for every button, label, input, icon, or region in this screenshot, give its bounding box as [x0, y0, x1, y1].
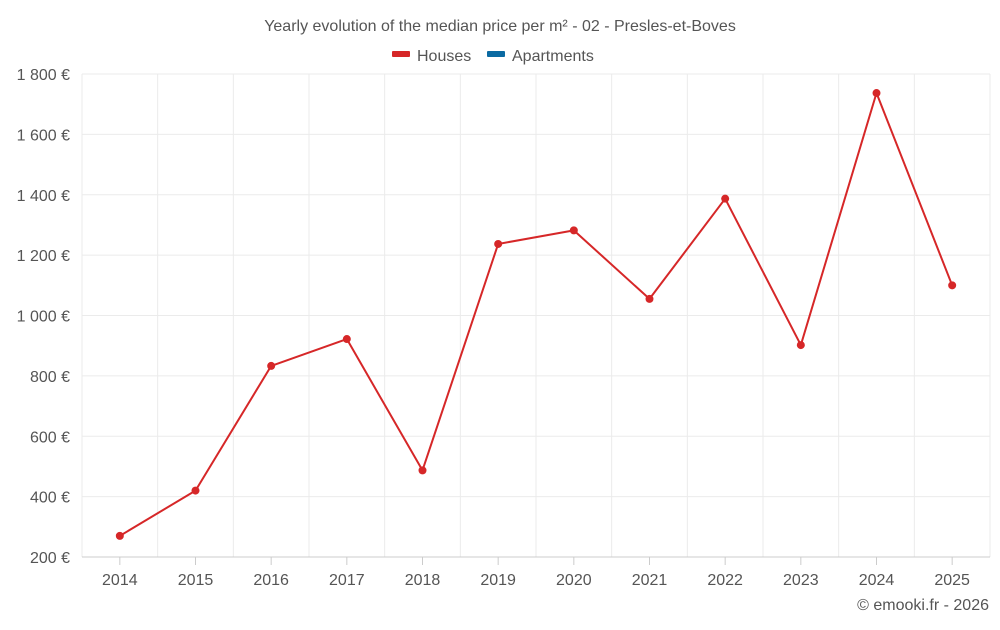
data-point-houses-2023[interactable]: [796, 341, 805, 350]
x-tick-label: 2021: [632, 572, 668, 589]
y-tick-label: 1 200 €: [17, 248, 70, 265]
x-tick-label: 2022: [707, 572, 743, 589]
data-point-houses-2025[interactable]: [948, 281, 957, 290]
y-tick-label: 400 €: [30, 490, 70, 507]
y-axis-labels: 200 € 400 € 600 € 800 € 1 000 € 1 200 € 1 400 …: [17, 67, 70, 567]
x-tick-label: 2023: [783, 572, 819, 589]
y-tick-label: 600 €: [30, 429, 70, 446]
legend-swatch-houses: [392, 51, 410, 57]
legend-item-apartments[interactable]: Apartments: [487, 48, 594, 65]
x-tick-label: 2017: [329, 572, 365, 589]
data-point-houses-2014[interactable]: [115, 531, 124, 540]
data-point-houses-2024[interactable]: [872, 89, 881, 98]
data-point-houses-2015[interactable]: [191, 486, 200, 495]
chart-title: Yearly evolution of the median price per…: [264, 18, 736, 35]
y-tick-label: 1 000 €: [17, 309, 70, 326]
data-point-houses-2021[interactable]: [645, 294, 654, 303]
legend: Houses Apartments: [392, 48, 594, 65]
x-tick-label: 2024: [859, 572, 895, 589]
series-layer: [115, 89, 957, 540]
x-tick-label: 2014: [102, 572, 138, 589]
legend-label-houses: Houses: [417, 48, 471, 65]
x-tick-label: 2025: [934, 572, 970, 589]
data-point-houses-2017[interactable]: [342, 335, 351, 344]
data-point-houses-2016[interactable]: [267, 361, 276, 370]
y-tick-label: 800 €: [30, 369, 70, 386]
data-point-houses-2018[interactable]: [418, 466, 427, 475]
data-point-houses-2022[interactable]: [721, 194, 730, 203]
x-gridlines: [81, 74, 991, 557]
legend-swatch-apartments: [487, 51, 505, 57]
x-tick-label: 2018: [405, 572, 441, 589]
x-axis-labels: 2014 2015 2016 2017 2018 2019 2020 2021 2022 2023…: [102, 557, 970, 589]
x-tick-label: 2020: [556, 572, 592, 589]
y-tick-label: 1 800 €: [17, 67, 70, 84]
y-tick-label: 1 600 €: [17, 127, 70, 144]
y-tick-label: 1 400 €: [17, 188, 70, 205]
data-point-houses-2019[interactable]: [494, 239, 503, 248]
y-tick-label: 200 €: [30, 550, 70, 567]
legend-item-houses[interactable]: Houses: [392, 48, 471, 65]
series-line-houses: [119, 92, 954, 537]
data-point-houses-2020[interactable]: [569, 226, 578, 235]
x-tick-label: 2015: [178, 572, 214, 589]
x-tick-label: 2016: [253, 572, 289, 589]
legend-label-apartments: Apartments: [512, 48, 594, 65]
credit-text: © emooki.fr - 2026: [857, 597, 989, 614]
x-tick-label: 2019: [480, 572, 516, 589]
